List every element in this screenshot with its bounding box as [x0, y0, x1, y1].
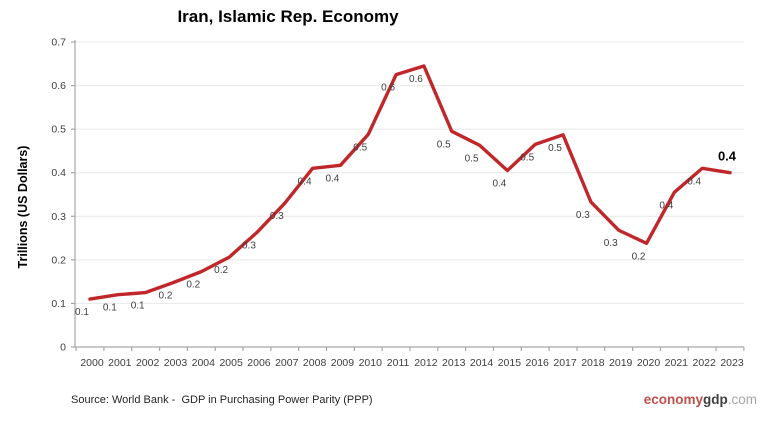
x-tick-label: 2010	[359, 357, 383, 369]
point-label: 0.5	[520, 152, 534, 163]
x-tick-label: 2004	[192, 357, 216, 369]
y-tick-label: 0.3	[51, 211, 66, 223]
x-tick-label: 2006	[247, 357, 271, 369]
logo-com: .com	[727, 392, 757, 407]
x-tick-label: 2022	[692, 357, 716, 369]
point-label: 0.6	[381, 83, 395, 94]
point-label: 0.4	[492, 179, 506, 190]
x-tick-label: 2001	[108, 357, 132, 369]
x-tick-label: 2008	[303, 357, 327, 369]
gdp-line	[88, 64, 732, 301]
y-tick-label: 0.2	[51, 254, 66, 266]
point-label: 0.1	[75, 307, 89, 318]
chart-title: Iran, Islamic Rep. Economy	[177, 7, 399, 26]
y-tick-label: 0.1	[51, 298, 66, 310]
point-label: 0.6	[409, 74, 423, 85]
x-tick-label: 2017	[553, 357, 577, 369]
x-tick-label: 2002	[136, 357, 160, 369]
final-point-label: 0.4	[718, 149, 737, 164]
point-label: 0.3	[576, 210, 590, 221]
x-tick-label: 2011	[387, 357, 410, 369]
x-tick-label: 2021	[665, 357, 689, 369]
x-tick-label: 2005	[219, 357, 243, 369]
point-label: 0.2	[214, 265, 228, 276]
y-tick-label: 0.7	[51, 37, 66, 49]
y-tick-label: 0.5	[51, 124, 66, 136]
point-label: 0.5	[437, 139, 451, 150]
x-tick-label: 2018	[581, 357, 605, 369]
point-label: 0.1	[103, 303, 117, 314]
point-label: 0.4	[687, 176, 701, 187]
x-tick-label: 2007	[275, 357, 299, 369]
x-tick-label: 2009	[331, 357, 355, 369]
x-tick-label: 2020	[637, 357, 661, 369]
logo-economy: economy	[643, 392, 703, 407]
point-label: 0.3	[604, 238, 618, 249]
logo-gdp: gdp	[702, 392, 728, 407]
x-tick-label: 2003	[164, 357, 188, 369]
point-label: 0.2	[632, 251, 646, 262]
source-note: Source: World Bank - GDP in Purchasing P…	[71, 394, 373, 406]
point-label: 0.4	[298, 176, 312, 187]
x-tick-label: 2013	[442, 357, 466, 369]
point-label: 0.2	[186, 280, 200, 291]
x-tick-label: 2015	[498, 357, 522, 369]
economygdp-logo: economygdp.com	[644, 392, 757, 407]
point-label: 0.5	[548, 143, 562, 154]
y-tick-label: 0.6	[51, 80, 66, 92]
point-label: 0.5	[465, 153, 479, 164]
point-label: 0.5	[353, 142, 367, 153]
point-label: 0.3	[242, 240, 256, 251]
x-tick-label: 2014	[470, 357, 494, 369]
point-label: 0.1	[131, 301, 145, 312]
point-label: 0.4	[659, 200, 673, 211]
point-label: 0.3	[270, 211, 284, 222]
x-tick-label: 2012	[414, 357, 438, 369]
x-tick-label: 2023	[720, 357, 744, 369]
y-tick-label: 0	[60, 342, 66, 354]
x-tick-label: 2000	[80, 357, 104, 369]
point-label: 0.4	[325, 173, 339, 184]
y-tick-label: 0.4	[51, 167, 66, 179]
x-tick-label: 2016	[526, 357, 550, 369]
x-tick-label: 2019	[609, 357, 633, 369]
point-label: 0.2	[159, 291, 173, 302]
